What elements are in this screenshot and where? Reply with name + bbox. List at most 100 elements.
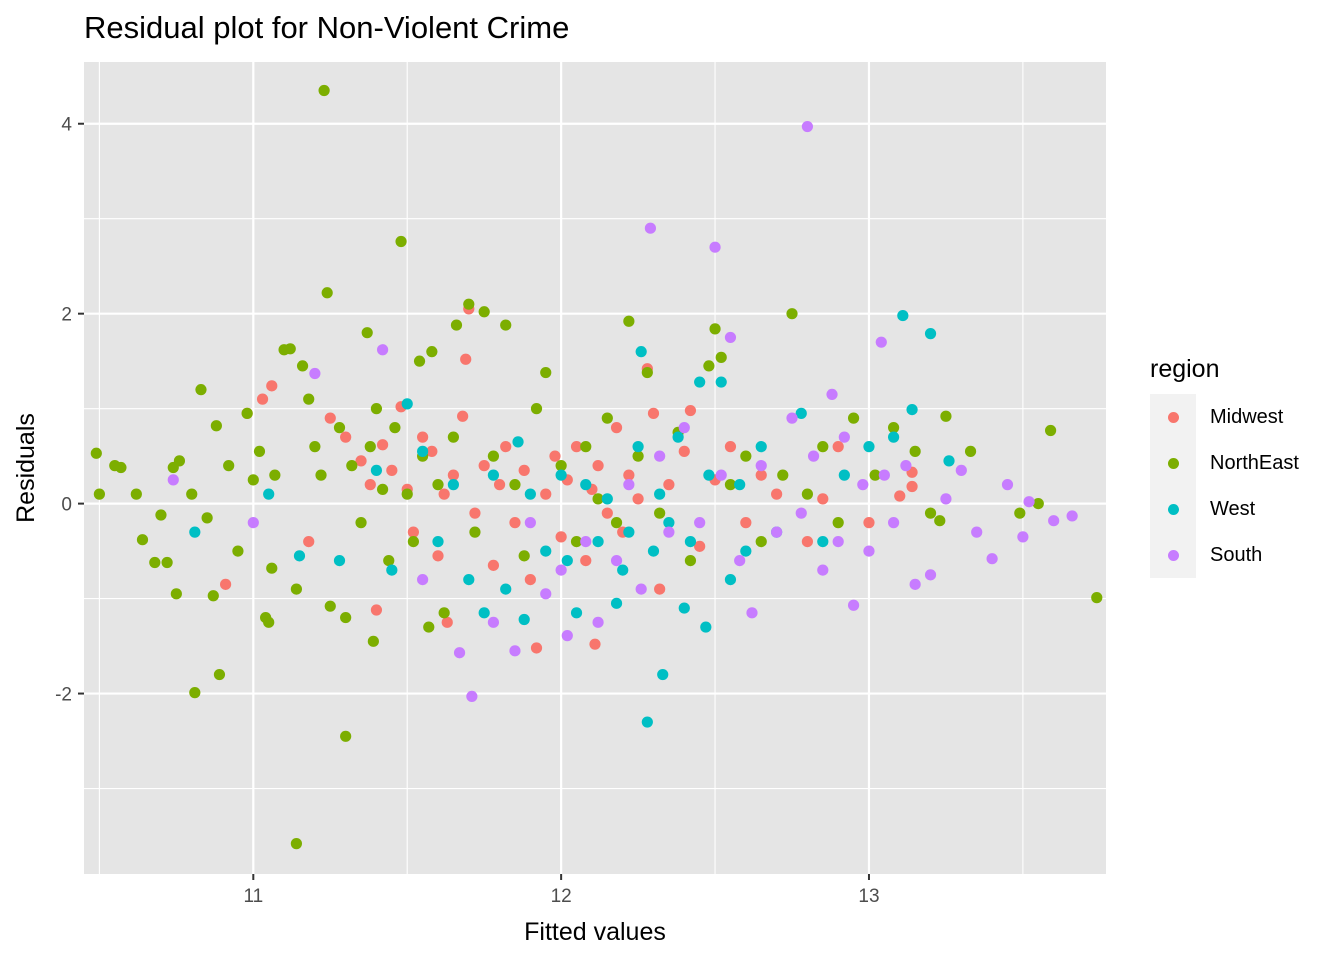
- point-midwest: [493, 479, 506, 491]
- point-northeast: [213, 668, 226, 681]
- point-west: [838, 469, 850, 481]
- point-south: [524, 517, 536, 529]
- point-south: [971, 526, 983, 538]
- legend-dot-south: [1167, 549, 1179, 561]
- point-northeast: [500, 319, 512, 331]
- point-midwest: [663, 479, 675, 491]
- y-tick-label: -2: [55, 685, 72, 706]
- legend-key: [1150, 394, 1196, 440]
- point-midwest: [340, 431, 352, 443]
- point-northeast: [555, 460, 567, 472]
- y-tick-label: 0: [61, 495, 72, 516]
- point-west: [386, 564, 398, 576]
- point-south: [376, 344, 389, 356]
- point-northeast: [654, 507, 666, 519]
- point-midwest: [832, 441, 844, 453]
- point-west: [657, 668, 669, 681]
- point-northeast: [570, 536, 583, 548]
- point-northeast: [241, 407, 253, 419]
- point-northeast: [641, 366, 653, 379]
- point-south: [801, 120, 814, 133]
- point-west: [724, 573, 737, 586]
- point-south: [863, 545, 875, 557]
- point-northeast: [1044, 424, 1057, 437]
- point-midwest: [407, 526, 419, 538]
- point-northeast: [592, 493, 604, 505]
- point-northeast: [173, 455, 186, 467]
- point-midwest: [417, 431, 429, 443]
- point-west: [943, 455, 955, 467]
- point-midwest: [647, 407, 660, 419]
- point-west: [487, 469, 500, 481]
- point-south: [561, 630, 573, 642]
- point-northeast: [940, 410, 952, 422]
- point-west: [678, 602, 690, 614]
- point-midwest: [500, 441, 512, 453]
- point-northeast: [93, 488, 105, 500]
- point-midwest: [580, 554, 592, 567]
- point-south: [694, 517, 706, 529]
- point-south: [817, 564, 829, 576]
- point-west: [897, 309, 909, 322]
- point-south: [909, 578, 921, 590]
- point-west: [817, 536, 829, 548]
- point-midwest: [303, 536, 315, 548]
- point-northeast: [469, 526, 481, 538]
- legend-item-midwest: Midwest: [1150, 394, 1299, 440]
- point-west: [401, 398, 413, 410]
- point-south: [986, 553, 998, 565]
- point-northeast: [964, 445, 977, 457]
- point-northeast: [887, 422, 900, 434]
- point-south: [832, 536, 844, 548]
- point-west: [654, 488, 666, 500]
- point-west: [755, 441, 767, 453]
- legend-key: [1150, 532, 1196, 578]
- point-west: [672, 431, 684, 443]
- legend-label: South: [1210, 543, 1263, 566]
- point-midwest: [601, 507, 613, 519]
- point-west: [617, 564, 629, 576]
- point-midwest: [817, 493, 829, 505]
- point-west: [370, 464, 383, 476]
- point-west: [684, 536, 697, 548]
- point-midwest: [771, 488, 783, 500]
- x-tick-label: 12: [551, 886, 572, 907]
- point-northeast: [247, 474, 259, 486]
- point-west: [263, 488, 275, 500]
- point-northeast: [136, 534, 149, 546]
- point-northeast: [389, 422, 401, 434]
- point-west: [715, 376, 727, 388]
- point-west: [734, 479, 746, 491]
- point-south: [610, 554, 623, 567]
- point-northeast: [333, 422, 346, 434]
- point-northeast: [155, 509, 167, 521]
- point-northeast: [149, 556, 161, 569]
- point-west: [592, 536, 604, 548]
- point-west: [518, 613, 530, 626]
- point-northeast: [407, 536, 419, 548]
- point-south: [309, 367, 321, 380]
- point-northeast: [90, 447, 102, 459]
- point-northeast: [309, 441, 321, 453]
- point-midwest: [355, 455, 367, 467]
- x-axis-title: Fitted values: [524, 918, 666, 946]
- point-south: [509, 645, 521, 657]
- point-midwest: [724, 441, 737, 453]
- point-south: [734, 554, 746, 567]
- point-midwest: [386, 464, 398, 476]
- point-south: [900, 460, 912, 472]
- point-south: [555, 564, 567, 576]
- point-south: [663, 526, 675, 538]
- point-south: [755, 460, 767, 472]
- point-south: [887, 517, 900, 529]
- point-south: [592, 616, 604, 628]
- point-south: [724, 331, 737, 344]
- point-south: [709, 241, 721, 253]
- point-northeast: [487, 450, 500, 462]
- point-south: [635, 583, 647, 595]
- point-northeast: [355, 517, 367, 529]
- point-south: [807, 450, 820, 462]
- point-midwest: [518, 464, 530, 476]
- point-south: [1017, 531, 1029, 543]
- point-northeast: [632, 450, 644, 462]
